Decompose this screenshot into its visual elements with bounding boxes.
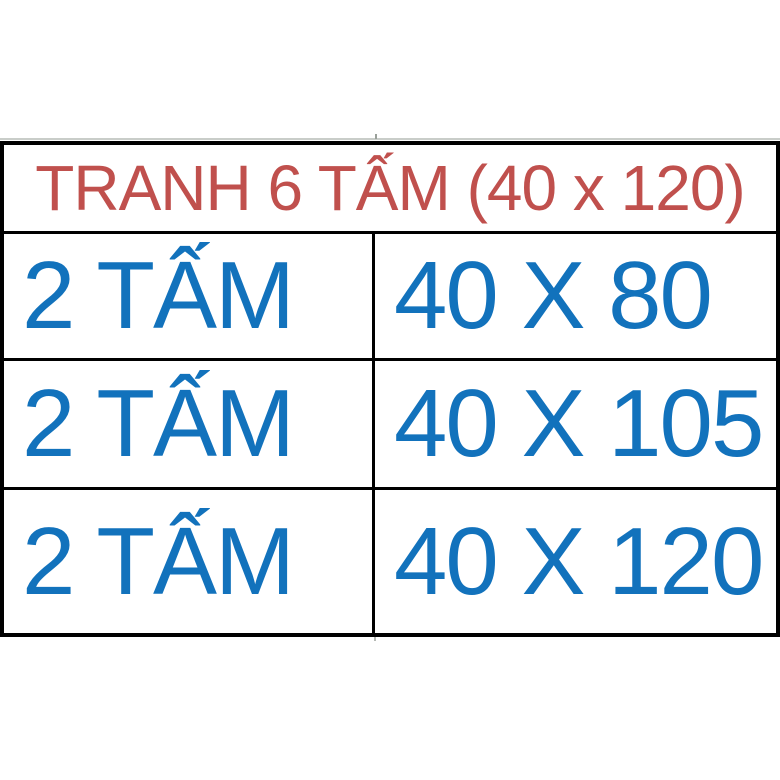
size-cell: 40 X 105: [375, 361, 776, 490]
quantity-cell: 2 TẤM: [4, 361, 375, 490]
quantity-cell: 2 TẤM: [4, 234, 375, 361]
quantity-cell: 2 TẤM: [4, 490, 375, 633]
column-boundary-tick-bottom: [374, 637, 376, 641]
column-boundary-tick-top: [375, 134, 377, 139]
spreadsheet-gridline: [0, 138, 780, 140]
table-header: TRANH 6 TẤM (40 x 120): [4, 145, 776, 234]
size-cell: 40 X 120: [394, 507, 764, 615]
size-cell: 40 X 80: [375, 234, 776, 361]
size-table: TRANH 6 TẤM (40 x 120) 2 TẤM 40 X 80 2 T…: [0, 141, 780, 637]
